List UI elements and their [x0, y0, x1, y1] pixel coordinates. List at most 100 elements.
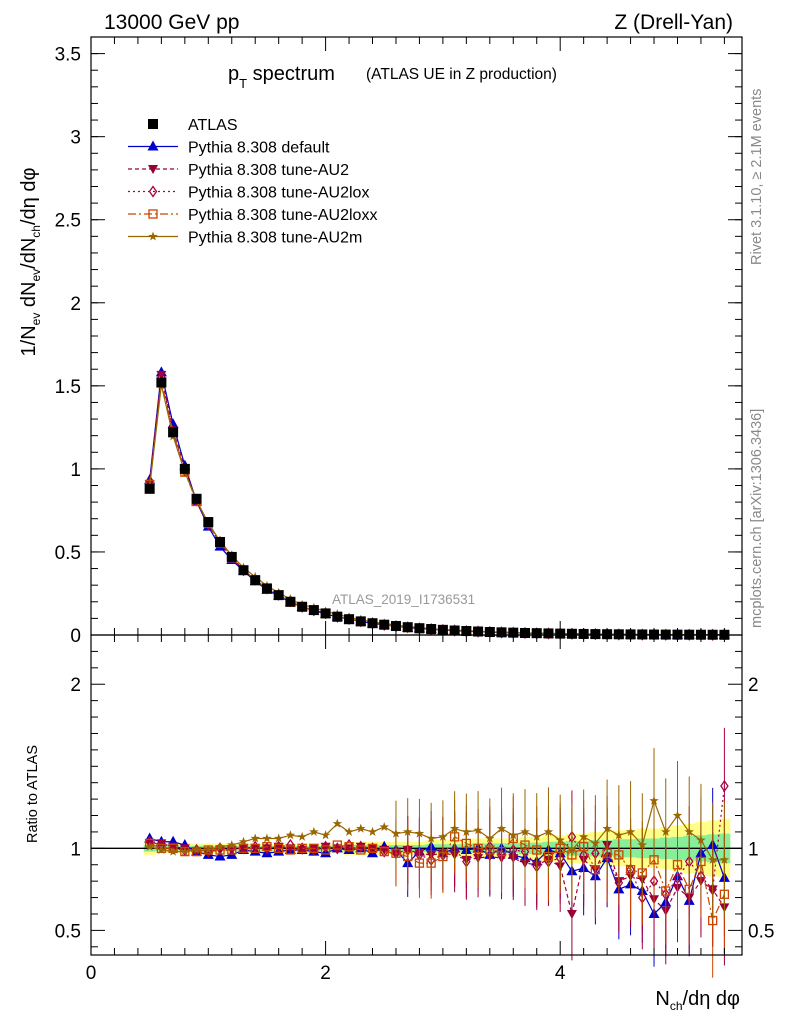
atlas-data-point — [261, 583, 272, 594]
legend: ATLAS Pythia 8.308 default Pythia 8.308 tu… — [128, 117, 377, 247]
ratio-point — [402, 826, 413, 836]
atlas-data-point — [297, 601, 308, 612]
ratio-point — [344, 842, 354, 852]
ratio-point — [239, 842, 248, 855]
legend-label: Pythia 8.308 tune-AU2lox — [188, 185, 369, 202]
ratio-point — [367, 843, 378, 853]
ratio-point — [485, 833, 495, 843]
atlas-data-point — [520, 628, 530, 639]
ratio-point — [508, 830, 518, 840]
plot-subtitle: (ATLAS UE in Z production) — [366, 66, 557, 83]
legend-entry: Pythia 8.308 tune-AU2loxx — [128, 207, 377, 224]
top-ytick-label: 3 — [70, 128, 81, 149]
ratio-point — [625, 826, 636, 836]
atlas-data-point — [203, 517, 214, 528]
ratio-point — [238, 836, 249, 846]
atlas-data-point — [238, 565, 249, 576]
legend-entry: Pythia 8.308 tune-AU2lox — [128, 185, 369, 202]
ratio-point — [321, 840, 330, 853]
ratio-point — [144, 841, 155, 851]
ratio-point — [262, 842, 272, 852]
ratio-point — [543, 826, 554, 836]
ratio-point — [250, 833, 260, 843]
ratio-point — [297, 842, 307, 855]
ratio-point — [661, 886, 671, 896]
atlas-data-point — [590, 629, 601, 640]
legend-marker — [147, 140, 159, 151]
ratio-point — [391, 828, 401, 838]
atlas-data-point — [191, 493, 202, 504]
ratio-point — [414, 828, 425, 838]
ratio-point — [649, 855, 659, 865]
legend-entry: ATLAS — [148, 117, 238, 134]
legend-marker — [148, 165, 158, 174]
ratio-point — [449, 823, 460, 833]
ratio-ytick-label-right: 1 — [748, 839, 759, 860]
atlas-data-point — [179, 463, 190, 474]
header-right: Z (Drell-Yan) — [614, 11, 733, 34]
ratio-point — [285, 830, 296, 840]
ratio-point — [356, 823, 366, 833]
atlas-data-point — [426, 624, 437, 635]
ratio-point — [309, 826, 319, 836]
ratio-point — [238, 843, 249, 853]
atlas-data-point — [156, 377, 167, 388]
atlas-data-point — [473, 626, 484, 637]
legend-label: ATLAS — [188, 117, 238, 134]
atlas-data-point — [332, 611, 343, 622]
legend-marker — [148, 209, 158, 219]
atlas-data-point — [320, 608, 331, 619]
legend-entry: Pythia 8.308 default — [128, 140, 330, 157]
mcplots-label: mcplots.cern.ch [arXiv:1306.3436] — [749, 409, 765, 628]
ratio-point — [191, 845, 202, 854]
ratio-point — [473, 825, 483, 835]
ratio-point — [567, 845, 577, 854]
ratio-point — [227, 840, 237, 850]
ratio-point — [356, 840, 366, 853]
atlas-data-point — [367, 618, 378, 629]
ratio-point — [438, 831, 448, 841]
legend-label: Pythia 8.308 tune-AU2 — [188, 162, 349, 179]
ratio-point — [661, 826, 671, 836]
ratio-point — [332, 840, 342, 850]
ratio-point — [379, 846, 389, 857]
ratio-point — [566, 909, 577, 919]
ratio-point — [602, 823, 612, 833]
top-ytick-label: 0.5 — [55, 543, 81, 564]
ratio-point — [684, 826, 694, 836]
ratio-point — [367, 826, 378, 836]
ratio-point — [320, 830, 331, 840]
ratio-point — [368, 842, 377, 855]
xlabel: Nch/dη dφ — [655, 988, 740, 1013]
legend-entry: Pythia 8.308 tune-AU2m — [128, 230, 362, 247]
ratio-point — [180, 846, 190, 856]
ratio-point — [297, 843, 307, 853]
legend-entry: Pythia 8.308 tune-AU2 — [128, 162, 349, 179]
ratio-point — [203, 845, 214, 854]
bottom-ylabel: Ratio to ATLAS — [25, 745, 41, 843]
ratio-point — [286, 838, 295, 852]
atlas-data-point — [402, 622, 413, 633]
header-left: 13000 GeV pp — [104, 11, 239, 34]
ratio-point — [168, 846, 178, 856]
ratio-point — [356, 845, 366, 855]
top-ytick-label: 0 — [70, 626, 81, 647]
ratio-point — [614, 830, 624, 840]
ratio-point — [555, 835, 565, 845]
ratio-point — [344, 826, 354, 836]
atlas-data-point — [344, 614, 355, 625]
xtick-label: 2 — [320, 963, 331, 984]
ratio-point — [379, 845, 389, 858]
top-ylabel: 1/Nev dNev/dNch/dη dφ — [18, 168, 43, 357]
atlas-data-point — [566, 628, 577, 639]
ratio-ytick-label: 0.5 — [55, 921, 81, 942]
ratio-point — [590, 838, 601, 848]
atlas-data-point — [390, 621, 401, 632]
ratio-point — [297, 845, 308, 855]
atlas-data-point — [144, 483, 155, 494]
ratio-point — [215, 841, 225, 851]
legend-marker — [148, 119, 158, 129]
top-ytick-label: 2.5 — [55, 211, 81, 232]
atlas-data-point — [168, 427, 179, 438]
ratio-point — [156, 845, 167, 854]
